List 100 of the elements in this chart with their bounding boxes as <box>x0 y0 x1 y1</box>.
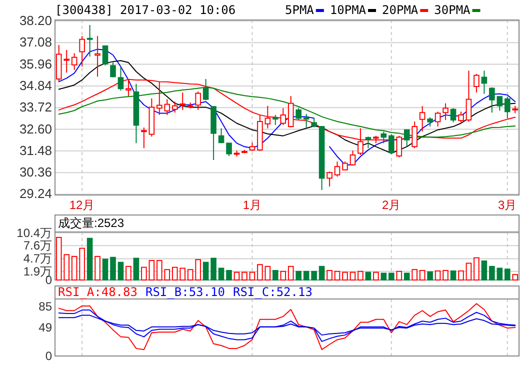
candlestick <box>474 73 480 94</box>
y-tick-label: 33.72 <box>19 100 52 115</box>
bar <box>318 266 325 280</box>
chart-title: 成交量:2523 <box>58 216 124 230</box>
candlestick <box>419 106 426 132</box>
x-tick-label: 12月 <box>69 198 95 212</box>
bar <box>71 256 78 280</box>
candlestick <box>180 92 186 110</box>
bar <box>412 269 418 280</box>
bar <box>272 270 278 280</box>
bar <box>481 260 488 280</box>
bar <box>110 256 116 280</box>
candlestick <box>86 24 93 58</box>
candlestick <box>264 105 271 129</box>
x-tick-label: 1月 <box>242 198 262 212</box>
line-series <box>58 314 516 336</box>
candlestick <box>496 96 503 112</box>
bar <box>264 266 271 280</box>
candlestick <box>404 129 410 148</box>
line-series <box>58 303 516 350</box>
legend-label: 20PMA <box>382 3 419 17</box>
bar <box>458 270 464 280</box>
bar <box>504 268 510 280</box>
y-tick-label: 38.20 <box>19 12 52 28</box>
y-tick-label: 7.6万 <box>23 238 52 253</box>
legend-label: 5PMA <box>285 3 315 17</box>
bar <box>79 248 85 280</box>
candlestick <box>195 91 201 110</box>
bar <box>365 272 372 280</box>
candlestick <box>450 108 456 123</box>
bar <box>474 257 480 280</box>
bar <box>288 266 294 280</box>
bar <box>450 270 456 280</box>
candlestick <box>442 102 448 120</box>
bar <box>202 262 209 280</box>
bar <box>326 270 332 280</box>
bar <box>380 272 387 280</box>
candlestick <box>218 128 224 144</box>
bar <box>350 272 356 280</box>
candlestick <box>388 134 394 154</box>
y-tick-label: 49 <box>38 320 52 334</box>
bar <box>342 272 348 280</box>
candlestick <box>272 114 278 126</box>
candlestick <box>288 95 294 128</box>
bar <box>512 274 518 280</box>
bar <box>334 270 340 280</box>
candlestick <box>202 78 209 101</box>
bar <box>118 262 124 280</box>
line-series <box>58 310 516 342</box>
series-label: RSI_A:48.83 <box>58 285 138 299</box>
bar <box>388 272 394 280</box>
text: RSI_B:53.10 <box>145 285 225 299</box>
candlestick <box>172 101 178 114</box>
y-tick-label: 29.24 <box>19 186 52 202</box>
y-tick-label: 85 <box>38 300 52 314</box>
candlestick <box>71 52 78 70</box>
legend-label: 30PMA <box>434 3 472 17</box>
candlestick <box>350 150 356 166</box>
text: RSI_C:52.13 <box>232 285 312 299</box>
candlestick <box>110 62 116 78</box>
candlestick <box>141 127 147 149</box>
candlestick <box>458 111 464 124</box>
bar <box>234 272 240 280</box>
bar <box>94 256 100 280</box>
bar <box>195 259 201 280</box>
bar <box>466 262 472 280</box>
bar <box>148 260 155 280</box>
y-tick-label: 34.84 <box>19 78 52 93</box>
bar <box>489 266 495 280</box>
candlestick <box>280 108 286 126</box>
candlestick <box>226 142 232 156</box>
bar <box>102 258 108 280</box>
y-tick-label: 32.60 <box>19 121 52 136</box>
bar <box>242 272 248 280</box>
line-series <box>58 60 516 154</box>
candlestick <box>94 36 100 78</box>
y-tick-label: 37.08 <box>19 34 52 50</box>
y-tick-label: 35.96 <box>19 56 52 72</box>
x-tick-label: 3月 <box>498 198 517 212</box>
bar <box>226 270 232 280</box>
bar <box>296 270 302 280</box>
candlestick <box>481 70 488 94</box>
bar <box>303 270 310 280</box>
bar <box>373 272 379 280</box>
y-tick-label: 0 <box>45 349 52 363</box>
candlestick <box>102 45 108 66</box>
bar <box>404 272 410 280</box>
bar <box>442 270 448 280</box>
candlestick <box>311 117 317 128</box>
candlestick <box>380 131 387 144</box>
legend-label: 10PMA <box>330 3 367 17</box>
candlestick <box>434 111 441 128</box>
candlestick <box>326 171 332 187</box>
bar <box>257 264 263 280</box>
candlestick <box>118 66 124 92</box>
y-tick-label: 30.36 <box>19 164 52 180</box>
candlestick <box>79 36 85 68</box>
y-tick-label: 10.4万 <box>16 226 52 240</box>
y-tick-label: 4.7万 <box>23 252 52 266</box>
bar <box>86 238 93 280</box>
